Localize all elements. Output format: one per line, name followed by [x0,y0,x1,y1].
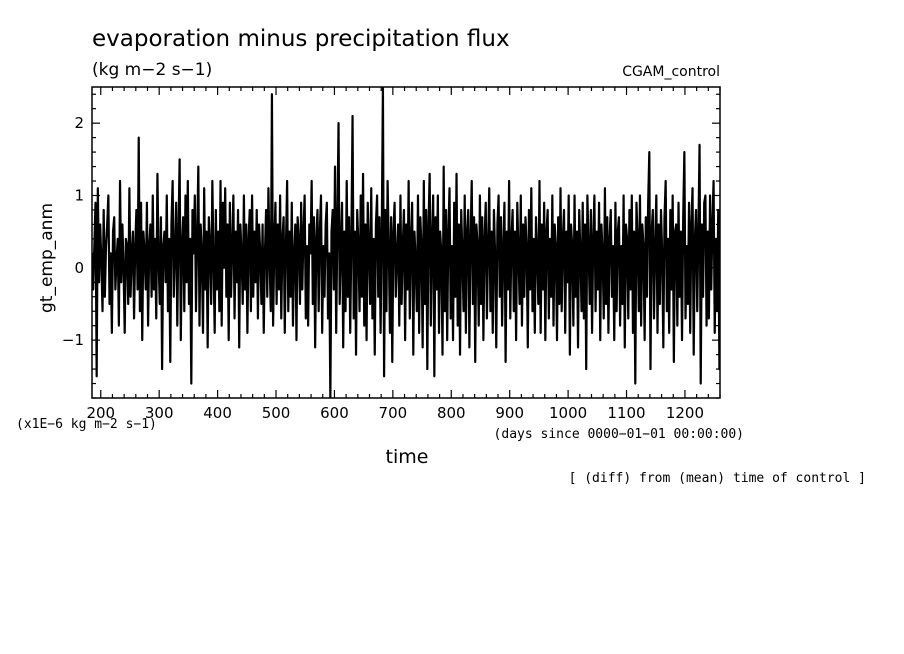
x-tick-label: 600 [320,404,349,422]
y-tick-label: −1 [62,331,84,349]
plot-frame [91,86,721,399]
x-tick-label: 1000 [549,404,587,422]
x-tick-label: 1100 [607,404,645,422]
x-tick-label: 300 [145,404,174,422]
x-tick-label: 800 [437,404,466,422]
x-tick-label: 900 [495,404,524,422]
y-tick-label: 2 [74,114,84,132]
y-scale-note: (x1E−6 kg m−2 s−1) [16,417,157,432]
experiment-label: CGAM_control [622,64,720,80]
x-units-note: (days since 0000−01−01 00:00:00) [494,427,744,442]
y-tick-label: 0 [74,259,84,277]
series-line-0 [92,87,720,398]
x-tick-label: 500 [262,404,291,422]
x-tick-label: 200 [86,404,115,422]
x-tick-label: 400 [203,404,232,422]
x-tick-label: 1200 [666,404,704,422]
chart-title: evaporation minus precipitation flux [92,26,510,52]
footnote: [ (diff) from (mean) time of control ] [569,471,866,486]
y-tick-label: 1 [74,186,84,204]
x-tick-label: 700 [379,404,408,422]
y-axis-label: gt_emp_anm [37,203,57,313]
x-axis-label: time [386,446,429,468]
chart-units: (kg m−2 s−1) [92,60,212,80]
